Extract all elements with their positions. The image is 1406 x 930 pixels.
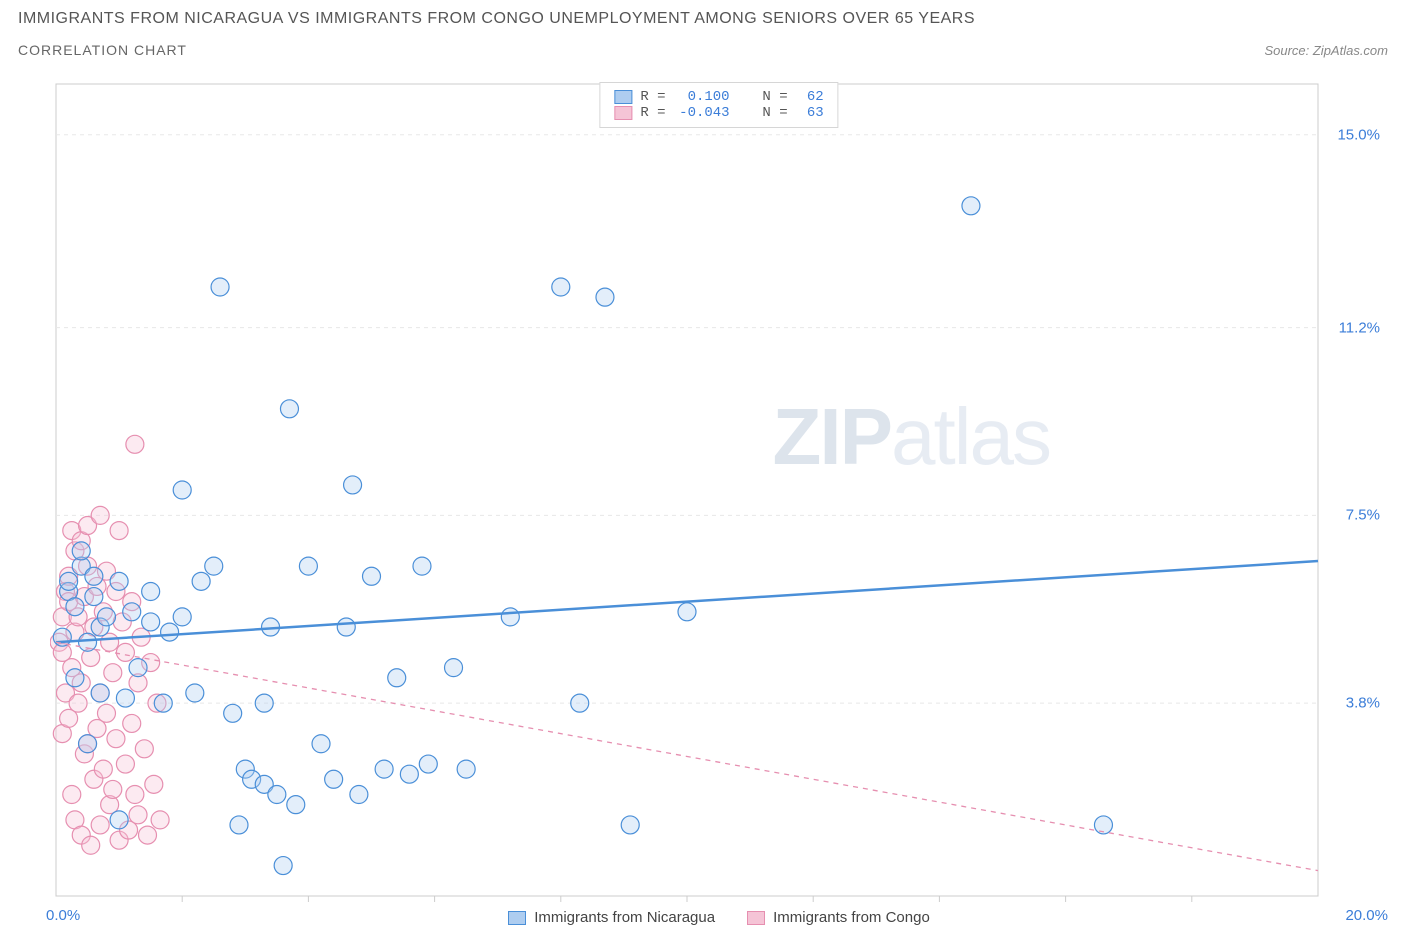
y-tick: 3.8% bbox=[1346, 695, 1380, 712]
legend-correlation: R =0.100 N =62R =-0.043 N =63 bbox=[599, 82, 838, 128]
scatter-plot bbox=[50, 78, 1388, 902]
chart-area: Unemployment Among Seniors over 65 years… bbox=[50, 78, 1388, 902]
chart-subtitle: CORRELATION CHART bbox=[18, 42, 187, 58]
y-tick: 15.0% bbox=[1337, 126, 1380, 143]
y-tick: 7.5% bbox=[1346, 507, 1380, 524]
source-attribution: Source: ZipAtlas.com bbox=[1264, 43, 1388, 58]
page-title: IMMIGRANTS FROM NICARAGUA VS IMMIGRANTS … bbox=[18, 10, 1388, 28]
legend-series: Immigrants from NicaraguaImmigrants from… bbox=[50, 909, 1388, 926]
y-tick: 11.2% bbox=[1339, 319, 1380, 336]
